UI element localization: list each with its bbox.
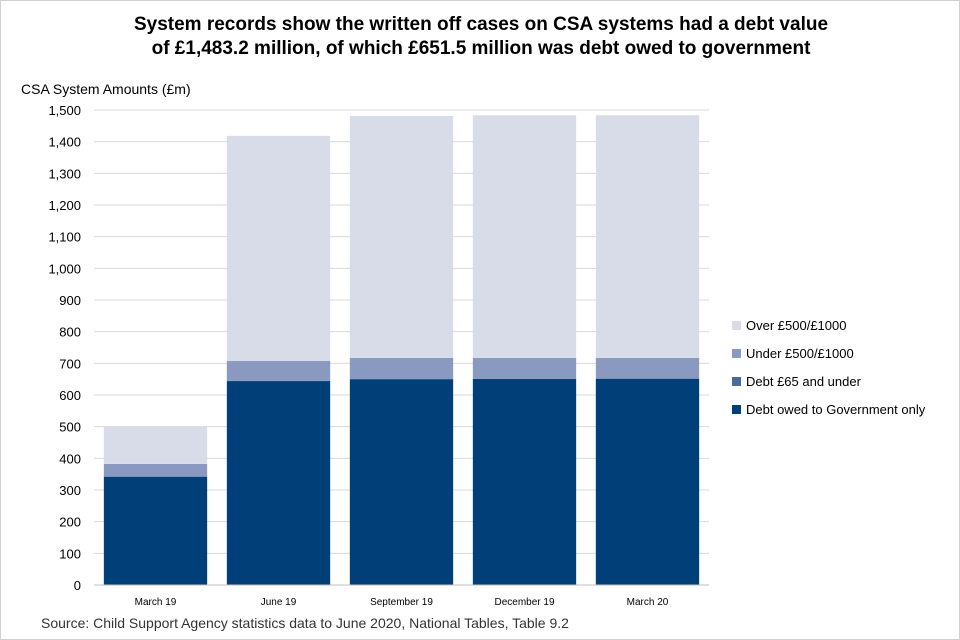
bar-segment xyxy=(472,115,577,358)
legend-swatch xyxy=(732,377,741,386)
x-tick-label: March 19 xyxy=(135,597,177,608)
legend-label: Over £500/£1000 xyxy=(746,318,846,333)
legend-swatch xyxy=(732,349,741,358)
y-tick-label: 200 xyxy=(59,515,81,530)
bar-segment xyxy=(103,463,208,477)
chart-title: System records show the written off case… xyxy=(1,13,959,61)
bar-segment xyxy=(472,357,577,379)
bar-segment xyxy=(103,426,208,464)
y-tick-label: 1,400 xyxy=(48,135,81,150)
y-tick-label: 1,000 xyxy=(48,261,81,276)
y-tick-label: 1,500 xyxy=(48,103,81,118)
y-tick-label: 900 xyxy=(59,293,81,308)
y-tick-label: 600 xyxy=(59,388,81,403)
bar-segment xyxy=(226,381,331,585)
bar-segment xyxy=(349,357,454,380)
bar-segment xyxy=(595,115,700,358)
legend-label: Debt owed to Government only xyxy=(746,402,926,417)
y-tick-label: 300 xyxy=(59,483,81,498)
legend-label: Under £500/£1000 xyxy=(746,346,854,361)
bar-segment xyxy=(595,357,700,379)
bar-segment xyxy=(349,115,454,358)
bar-segment xyxy=(226,135,331,362)
y-tick-label: 1,300 xyxy=(48,166,81,181)
bar-segment xyxy=(595,378,700,585)
y-tick-label: 100 xyxy=(59,546,81,561)
y-tick-label: 800 xyxy=(59,325,81,340)
x-tick-label: June 19 xyxy=(261,597,297,608)
y-axis-label: CSA System Amounts (£m) xyxy=(21,81,191,97)
x-tick-label: December 19 xyxy=(494,597,554,608)
bar-segment xyxy=(472,378,577,585)
y-tick-label: 700 xyxy=(59,356,81,371)
y-tick-label: 1,100 xyxy=(48,230,81,245)
bar-segment xyxy=(103,476,208,585)
y-tick-label: 500 xyxy=(59,420,81,435)
title-line-2: of £1,483.2 million, of which £651.5 mil… xyxy=(151,38,811,59)
source-note: Source: Child Support Agency statistics … xyxy=(41,615,569,631)
y-tick-label: 1,200 xyxy=(48,198,81,213)
y-tick-label: 0 xyxy=(74,578,81,593)
bar-segment xyxy=(349,379,454,585)
x-tick-label: September 19 xyxy=(370,597,433,608)
x-tick-label: March 20 xyxy=(627,597,669,608)
bar-segment xyxy=(226,361,331,381)
legend-label: Debt £65 and under xyxy=(746,374,862,389)
legend-swatch xyxy=(732,405,741,414)
title-line-1: System records show the written off case… xyxy=(133,14,829,35)
y-tick-label: 400 xyxy=(59,451,81,466)
legend-swatch xyxy=(732,321,741,330)
